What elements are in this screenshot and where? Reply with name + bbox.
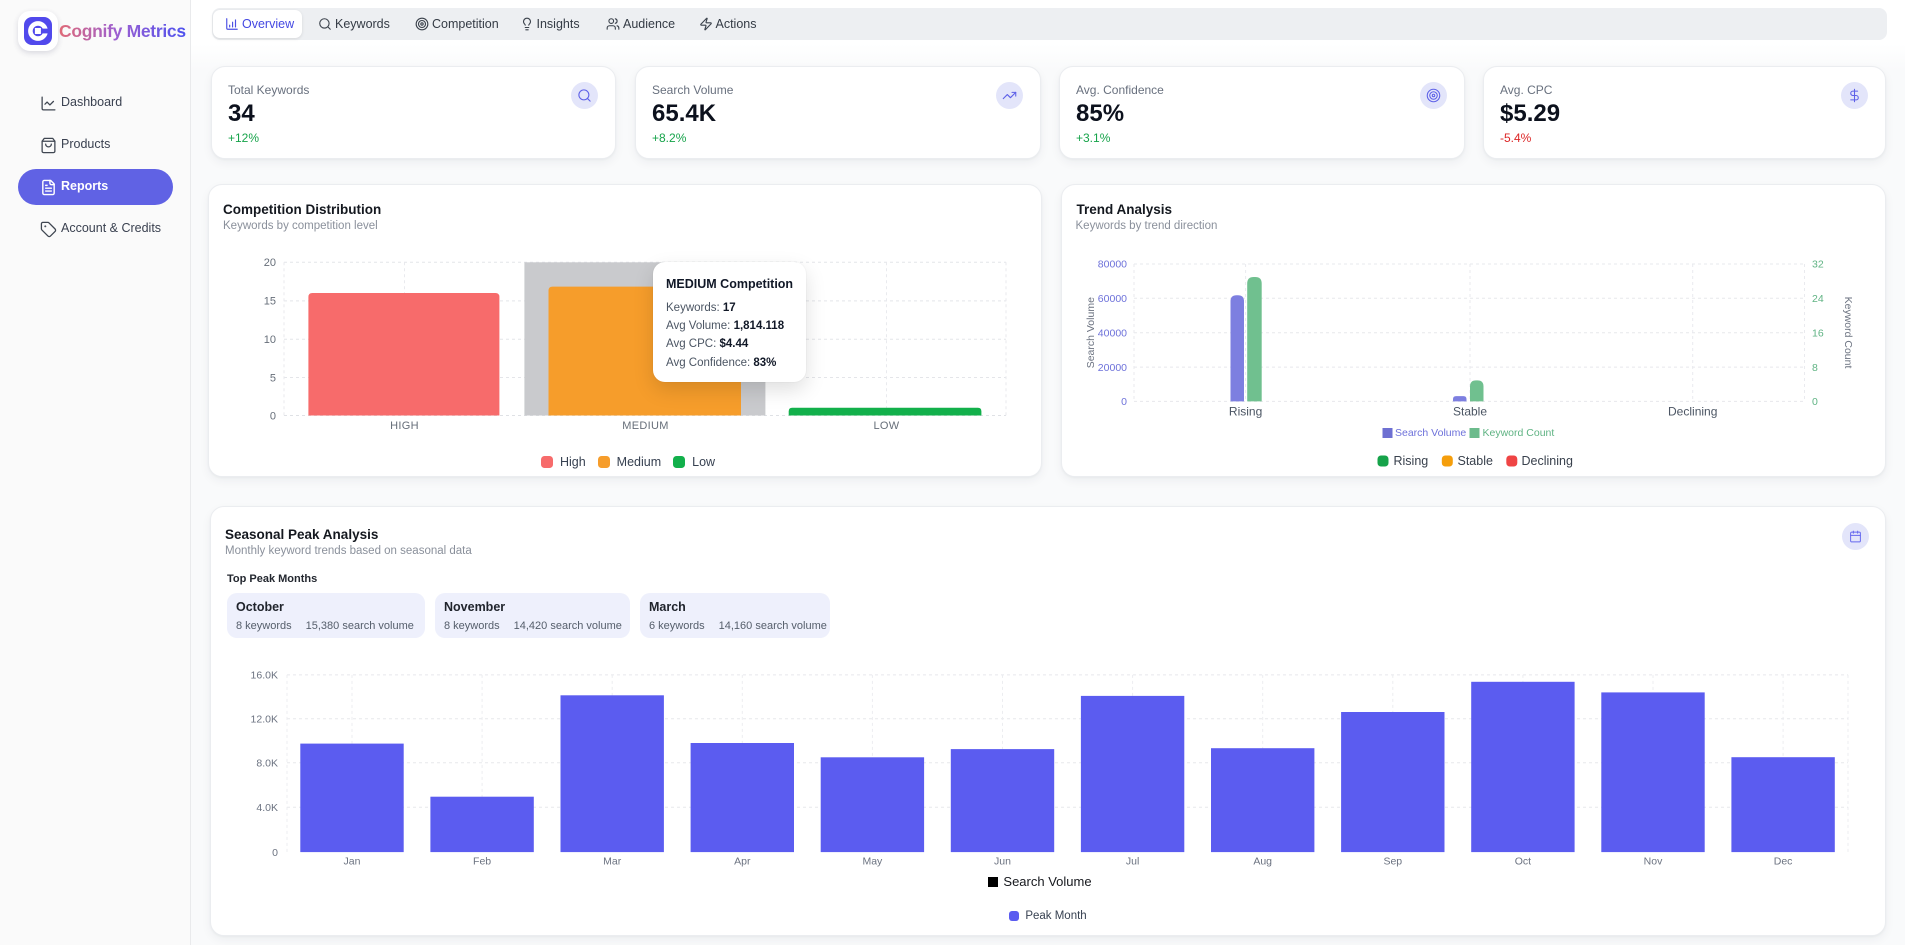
svg-text:HIGH: HIGH [390, 420, 419, 432]
svg-text:Apr: Apr [734, 856, 751, 868]
svg-text:80000: 80000 [1098, 259, 1127, 271]
svg-text:May: May [862, 856, 883, 868]
svg-text:MEDIUM: MEDIUM [622, 420, 668, 432]
svg-text:Declining: Declining [1522, 454, 1573, 468]
svg-text:Nov: Nov [1644, 856, 1663, 868]
svg-text:Rising: Rising [1229, 405, 1262, 419]
svg-text:Keyword Count: Keyword Count [1842, 297, 1854, 369]
svg-text:0: 0 [272, 847, 278, 859]
svg-text:Keyword Count: Keyword Count [1483, 427, 1555, 439]
svg-text:8: 8 [1812, 362, 1818, 374]
svg-text:16.0K: 16.0K [251, 670, 278, 682]
svg-text:Search Volume: Search Volume [1085, 297, 1097, 368]
svg-text:Mar: Mar [603, 856, 622, 868]
svg-text:12.0K: 12.0K [251, 714, 278, 726]
svg-text:Sep: Sep [1383, 856, 1402, 868]
svg-text:8.0K: 8.0K [256, 758, 278, 770]
svg-text:16: 16 [1812, 327, 1824, 339]
svg-text:Search Volume: Search Volume [1395, 427, 1466, 439]
svg-text:Declining: Declining [1668, 405, 1717, 419]
svg-text:LOW: LOW [874, 420, 900, 432]
svg-text:0: 0 [1812, 396, 1818, 408]
svg-text:60000: 60000 [1098, 293, 1127, 305]
svg-text:Stable: Stable [1453, 405, 1487, 419]
svg-text:20000: 20000 [1098, 362, 1127, 374]
svg-text:Rising: Rising [1394, 454, 1429, 468]
svg-text:Dec: Dec [1774, 856, 1793, 868]
svg-text:Feb: Feb [473, 856, 491, 868]
svg-text:24: 24 [1812, 293, 1824, 305]
svg-text:10: 10 [264, 334, 276, 346]
svg-text:4.0K: 4.0K [256, 802, 278, 814]
svg-text:0: 0 [1121, 396, 1127, 408]
svg-text:Jun: Jun [994, 856, 1011, 868]
svg-text:Jan: Jan [344, 856, 361, 868]
svg-text:15: 15 [264, 296, 276, 308]
svg-text:32: 32 [1812, 259, 1824, 271]
svg-text:5: 5 [270, 372, 276, 384]
svg-text:20: 20 [264, 257, 276, 269]
svg-text:0: 0 [270, 410, 276, 422]
svg-text:40000: 40000 [1098, 327, 1127, 339]
svg-text:Aug: Aug [1253, 856, 1272, 868]
svg-text:Oct: Oct [1515, 856, 1531, 868]
svg-text:Stable: Stable [1458, 454, 1493, 468]
svg-text:Jul: Jul [1126, 856, 1139, 868]
